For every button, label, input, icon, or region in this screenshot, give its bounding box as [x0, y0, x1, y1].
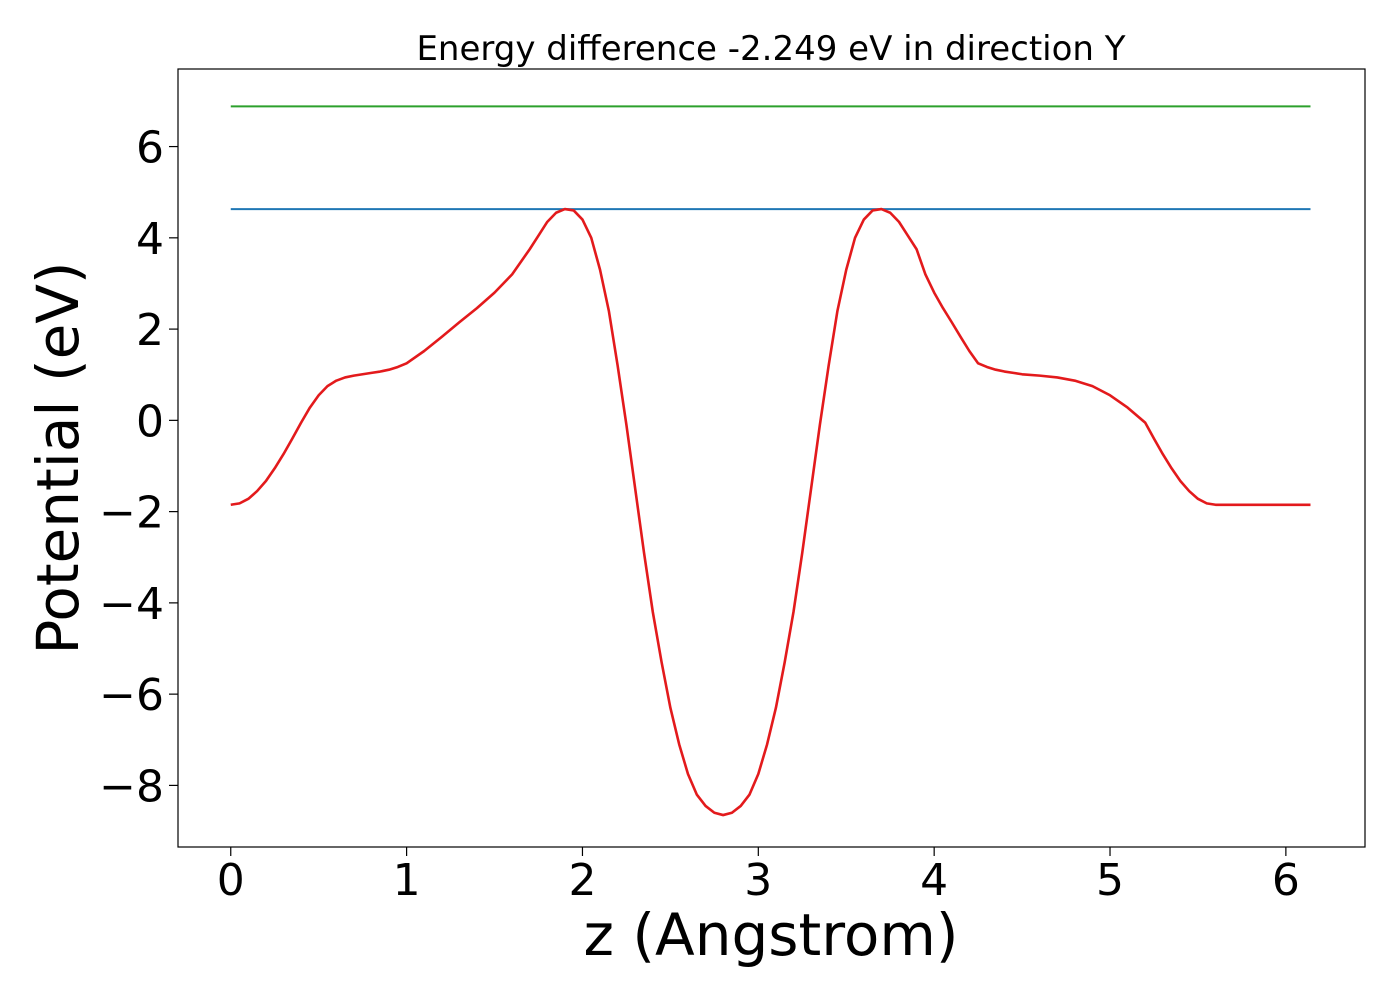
y-tick-label: −6	[99, 670, 164, 721]
y-tick-label: 6	[136, 123, 164, 174]
y-tick-label: 0	[136, 396, 164, 447]
y-axis-label: Potential (eV)	[24, 261, 92, 654]
y-tick-label: 2	[136, 305, 164, 356]
y-tick-label: 4	[136, 214, 164, 265]
x-tick-label: 3	[744, 855, 772, 906]
x-axis: 0 1 2 3 4 5 6	[217, 847, 1300, 906]
series-layer	[230, 105, 1311, 817]
x-tick-label: 4	[920, 855, 948, 906]
y-tick-label: −8	[99, 761, 164, 812]
x-tick-label: 6	[1272, 855, 1300, 906]
x-tick-label: 0	[217, 855, 245, 906]
chart-title: Energy difference -2.249 eV in direction…	[416, 29, 1125, 69]
x-tick-label: 2	[568, 855, 596, 906]
y-tick-label: −2	[99, 488, 164, 539]
x-tick-label: 1	[393, 855, 421, 906]
y-tick-label: −4	[99, 579, 164, 630]
x-tick-label: 5	[1096, 855, 1124, 906]
y-axis: −8 −6 −4 −2 0 2 4 6	[99, 123, 178, 812]
plot-frame	[177, 68, 1366, 848]
x-axis-label: z (Angstrom)	[584, 901, 959, 969]
series-line-2	[230, 207, 1311, 817]
